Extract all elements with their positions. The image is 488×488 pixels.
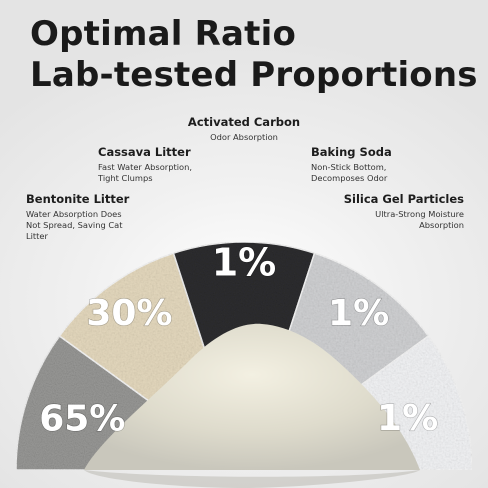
cassava-name: Cassava Litter xyxy=(98,145,191,159)
silica-gel-desc-line: Ultra-Strong Moisture xyxy=(375,209,464,219)
label-bentonite: Bentonite Litter Water Absorption Does N… xyxy=(26,192,129,242)
activated-carbon-desc: Odor Absorption xyxy=(174,132,314,143)
baking-soda-desc-line: Non-Stick Bottom, xyxy=(311,162,387,172)
headline-line-1: Optimal Ratio xyxy=(30,14,297,54)
headline-line-2: Lab-tested Proportions xyxy=(30,55,478,95)
label-cassava: Cassava Litter Fast Water Absorption, Ti… xyxy=(98,145,192,184)
percent-cassava: 30% xyxy=(86,293,172,334)
bentonite-desc-line: Not Spread, Saving Cat xyxy=(26,220,123,230)
percent-silica-gel: 1% xyxy=(377,398,438,439)
bentonite-name: Bentonite Litter xyxy=(26,192,130,206)
activated-carbon-name: Activated Carbon xyxy=(187,115,301,129)
percent-activated-carbon: 1% xyxy=(212,241,277,285)
cassava-desc: Fast Water Absorption, Tight Clumps xyxy=(98,162,192,184)
silica-gel-desc: Ultra-Strong Moisture Absorption xyxy=(344,209,464,231)
baking-soda-desc-line: Decomposes Odor xyxy=(311,173,388,183)
silica-gel-name: Silica Gel Particles xyxy=(343,192,464,206)
label-activated-carbon: Activated Carbon Odor Absorption xyxy=(174,115,314,143)
label-silica-gel: Silica Gel Particles Ultra-Strong Moistu… xyxy=(344,192,464,231)
bentonite-desc-line: Litter xyxy=(26,231,48,241)
silica-gel-desc-line: Absorption xyxy=(419,220,464,230)
baking-soda-desc: Non-Stick Bottom, Decomposes Odor xyxy=(311,162,392,184)
percent-bentonite: 65% xyxy=(39,398,125,439)
bentonite-desc: Water Absorption Does Not Spread, Saving… xyxy=(26,209,129,242)
litter-pile xyxy=(84,323,420,470)
cassava-desc-line: Fast Water Absorption, xyxy=(98,162,193,172)
cassava-desc-line: Tight Clumps xyxy=(98,173,153,183)
litter-pile-shadow xyxy=(84,470,420,488)
label-baking-soda: Baking Soda Non-Stick Bottom, Decomposes… xyxy=(311,145,392,184)
baking-soda-name: Baking Soda xyxy=(311,145,392,159)
bentonite-desc-line: Water Absorption Does xyxy=(26,209,122,219)
headline: Optimal Ratio Lab-tested Proportions xyxy=(30,14,478,96)
activated-carbon-desc-line: Odor Absorption xyxy=(210,132,278,142)
percent-baking-soda: 1% xyxy=(328,293,389,334)
